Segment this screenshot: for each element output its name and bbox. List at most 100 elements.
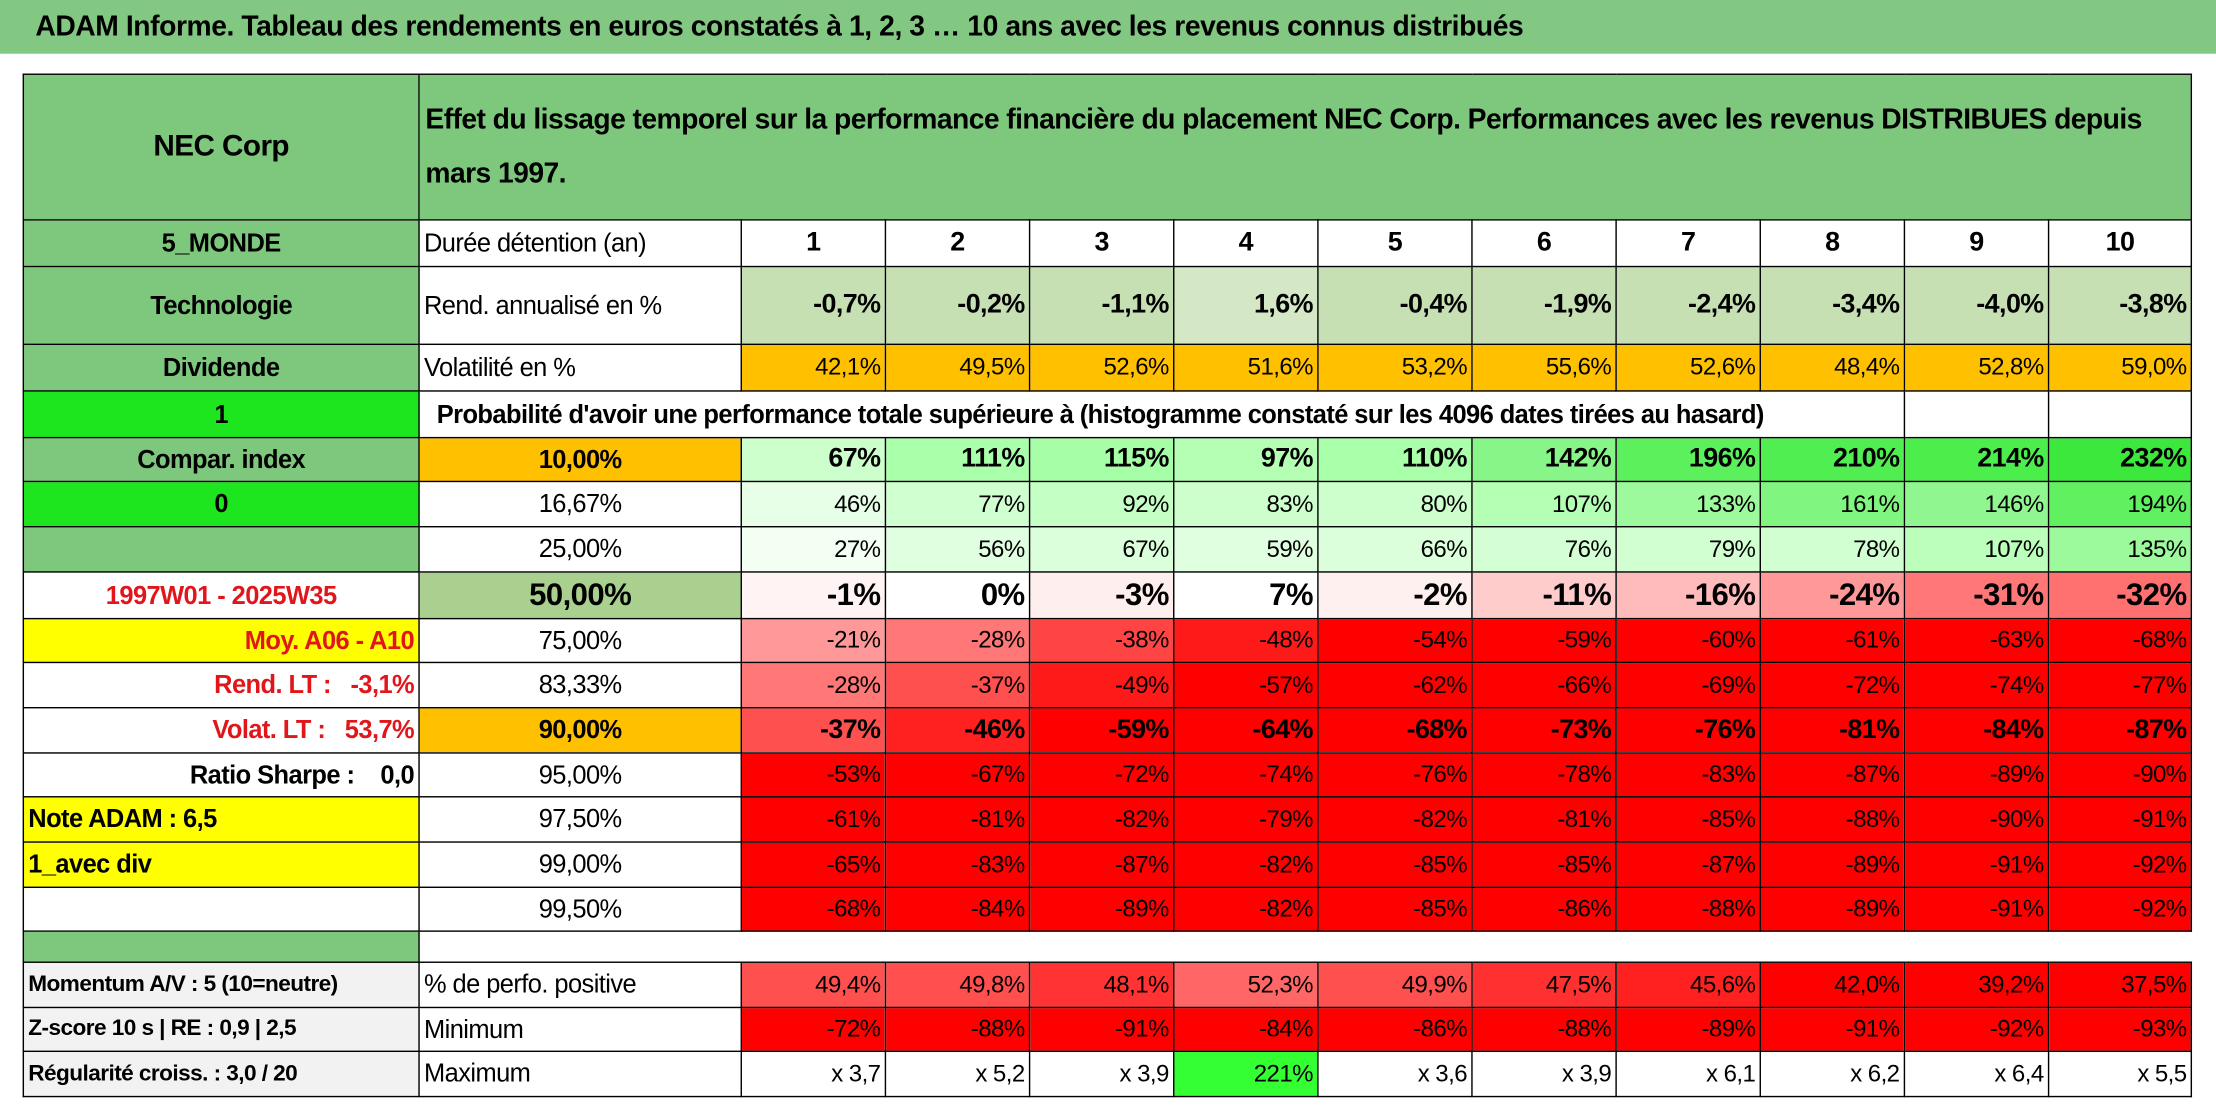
value-cell: 80%	[1317, 480, 1473, 528]
value-cell: 83%	[1173, 480, 1319, 528]
side-label: 5_MONDE	[22, 219, 420, 268]
value-cell: -79%	[1173, 796, 1319, 843]
value-cell: -89%	[1615, 1006, 1761, 1053]
side-cell	[22, 886, 420, 932]
value-cell: -76%	[1615, 707, 1761, 754]
value-cell: 67%	[740, 436, 887, 483]
value-cell: -81%	[1471, 796, 1617, 843]
value-cell: 10	[2047, 219, 2193, 268]
value-cell: -87%	[2047, 707, 2193, 754]
value-cell: -72%	[1028, 752, 1175, 798]
value-cell: -63%	[1903, 617, 2050, 664]
row-label: % de perfo. positive	[418, 961, 742, 1009]
value-cell: -89%	[1028, 886, 1175, 932]
value-cell: -91%	[2047, 796, 2193, 843]
row: 0 16,67% 46% 77% 92% 83% 80% 107% 133% 161% 146% 19…	[22, 480, 2193, 528]
side-label: Z-score 10 s | RE : 0,9 | 2,5	[22, 1006, 420, 1053]
value-cell: -82%	[1173, 841, 1319, 888]
value-cell: -86%	[1471, 886, 1617, 932]
value-cell: 1	[740, 219, 887, 268]
value-cell: -4,0%	[1903, 265, 2050, 346]
value-cell: -90%	[1903, 796, 2050, 843]
value-cell: -38%	[1028, 617, 1175, 664]
value-cell: 4	[1173, 219, 1319, 268]
value-cell: -65%	[740, 841, 887, 888]
value-cell: 77%	[884, 480, 1031, 528]
value-cell: 48,4%	[1759, 343, 1906, 392]
cell	[1903, 390, 2050, 439]
value-cell: 45,6%	[1615, 961, 1761, 1009]
value-cell: 55,6%	[1471, 343, 1617, 392]
value-cell: 48,1%	[1028, 961, 1175, 1009]
row-label: 97,50%	[418, 796, 742, 843]
value-cell: -59%	[1028, 707, 1175, 754]
side-label: 1997W01 - 2025W35	[22, 571, 420, 620]
value-cell: 59%	[1173, 526, 1319, 573]
value-cell: 27%	[740, 526, 887, 573]
value-cell: -72%	[740, 1006, 887, 1053]
header-row: NEC Corp Effet du lissage temporel sur l…	[22, 73, 2193, 221]
value-cell: -24%	[1759, 571, 1906, 620]
value-cell: x 6,4	[1903, 1050, 2050, 1098]
value-cell: 0%	[884, 571, 1031, 620]
value-cell: -62%	[1317, 661, 1473, 709]
value-cell: 37,5%	[2047, 961, 2193, 1009]
stock-name: NEC Corp	[22, 73, 420, 221]
value-cell: -86%	[1317, 1006, 1473, 1053]
value-cell: -68%	[1317, 707, 1473, 754]
value-cell: 107%	[1471, 480, 1617, 528]
side-label: Régularité croiss. : 3,0 / 20	[22, 1050, 420, 1098]
row-label: Rend. annualisé en %	[418, 265, 742, 346]
value-cell: 2	[884, 219, 1031, 268]
value-cell: -3,4%	[1759, 265, 1906, 346]
row: Z-score 10 s | RE : 0,9 | 2,5 Minimum -72%…	[22, 1006, 2193, 1053]
value-cell: 79%	[1615, 526, 1761, 573]
row-label: 99,50%	[418, 886, 742, 932]
value-cell: -85%	[1471, 841, 1617, 888]
value-cell: -1%	[740, 571, 887, 620]
value-cell: -88%	[1471, 1006, 1617, 1053]
row: 99,50% -68% -84% -89% -82% -85% -86% -88% -89% -9…	[22, 886, 2193, 932]
value-cell: -64%	[1173, 707, 1319, 754]
value-cell: -83%	[1615, 752, 1761, 798]
value-cell: -1,9%	[1471, 265, 1617, 346]
value-cell: 76%	[1471, 526, 1617, 573]
row: 5_MONDE Durée détention (an) 1 2 3 4 5 6 7 8 9 10	[22, 219, 2193, 268]
value-cell: -0,7%	[740, 265, 887, 346]
value-cell: -73%	[1471, 707, 1617, 754]
value-cell: -81%	[884, 796, 1031, 843]
value-cell: -37%	[740, 707, 887, 754]
value-cell: -60%	[1615, 617, 1761, 664]
value-cell: -82%	[1317, 796, 1473, 843]
side-label: Compar. index	[22, 436, 420, 483]
value-cell: 39,2%	[1903, 961, 2050, 1009]
value-cell: -66%	[1471, 661, 1617, 709]
value-cell: -84%	[1173, 1006, 1319, 1053]
row: Technologie Rend. annualisé en % -0,7% -0,2…	[22, 265, 2193, 346]
value-cell: 59,0%	[2047, 343, 2193, 392]
value-cell: 115%	[1028, 436, 1175, 483]
side-label: 1	[22, 390, 420, 439]
value-cell: -84%	[884, 886, 1031, 932]
value-cell: x 3,9	[1028, 1050, 1175, 1098]
value-cell: -85%	[1317, 841, 1473, 888]
value-cell: 5	[1317, 219, 1473, 268]
value-cell: -72%	[1759, 661, 1906, 709]
value-cell: -76%	[1317, 752, 1473, 798]
value-cell: -85%	[1615, 796, 1761, 843]
row-label: 10,00%	[418, 436, 742, 483]
value-cell: 46%	[740, 480, 887, 528]
value-cell: x 6,2	[1759, 1050, 1906, 1098]
title: ADAM Informe. Tableau des rendements en …	[0, 0, 2216, 54]
value-cell: -74%	[1173, 752, 1319, 798]
value-cell: 47,5%	[1471, 961, 1617, 1009]
value-cell: -87%	[1028, 841, 1175, 888]
value-cell: 7	[1615, 219, 1761, 268]
value-cell: -0,2%	[884, 265, 1031, 346]
value-cell: 52,6%	[1615, 343, 1761, 392]
value-cell: 214%	[1903, 436, 2050, 483]
value-cell: x 5,5	[2047, 1050, 2193, 1098]
value-cell: -88%	[884, 1006, 1031, 1053]
value-cell: -57%	[1173, 661, 1319, 709]
value-cell: 92%	[1028, 480, 1175, 528]
